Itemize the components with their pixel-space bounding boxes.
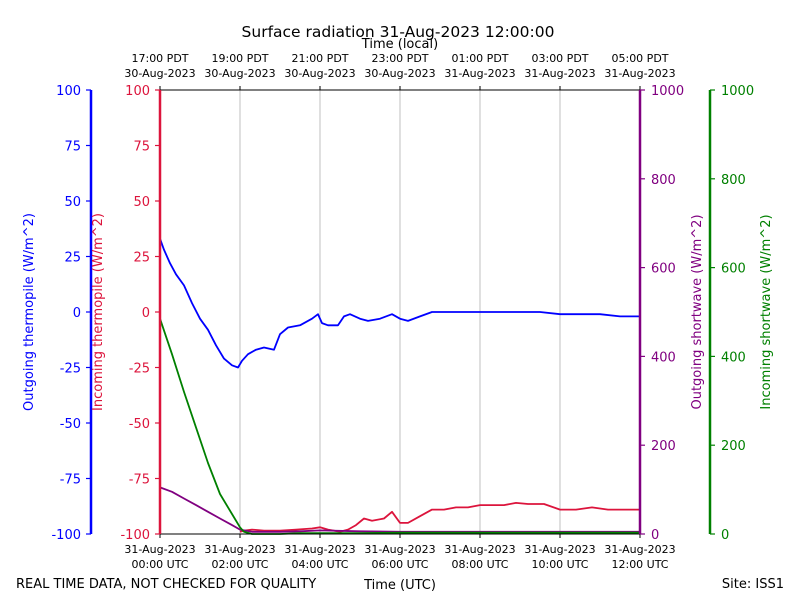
y-tick-label: 100 xyxy=(125,84,150,99)
site-label: Site: ISS1 xyxy=(722,577,784,592)
series-line-outgoing-thermopile xyxy=(159,238,640,369)
y-tick-label: 50 xyxy=(133,195,150,210)
y-tick-label: 75 xyxy=(133,140,150,155)
y-tick-label: 400 xyxy=(651,350,676,365)
y-tick-label: -50 xyxy=(60,417,81,432)
top-tick-date: 31-Aug-2023 xyxy=(524,67,595,80)
x-tick-date: 31-Aug-2023 xyxy=(524,543,595,556)
top-tick-time: 01:00 PDT xyxy=(451,52,508,65)
y-tick-label: 800 xyxy=(721,173,746,188)
y-tick-label: 0 xyxy=(651,528,659,543)
x-tick-date: 31-Aug-2023 xyxy=(604,543,675,556)
y-tick-label: 0 xyxy=(721,528,729,543)
x-tick-date: 31-Aug-2023 xyxy=(124,543,195,556)
top-tick-time: 21:00 PDT xyxy=(291,52,348,65)
top-tick-date: 30-Aug-2023 xyxy=(124,67,195,80)
x-tick-time: 00:00 UTC xyxy=(131,558,188,571)
x-tick-time: 04:00 UTC xyxy=(291,558,348,571)
time-ticks: 31-Aug-2023 00:00 UTC 31-Aug-2023 02:00 UTC… xyxy=(124,52,675,571)
top-tick-time: 03:00 PDT xyxy=(531,52,588,65)
x-tick-date: 31-Aug-2023 xyxy=(364,543,435,556)
y-tick-label: 800 xyxy=(651,173,676,188)
y-tick-label: 0 xyxy=(142,306,150,321)
quality-disclaimer: REAL TIME DATA, NOT CHECKED FOR QUALITY xyxy=(16,577,316,592)
top-tick-time: 23:00 PDT xyxy=(371,52,428,65)
y-tick-label: 25 xyxy=(64,251,81,266)
chart-title: Surface radiation 31-Aug-2023 12:00:00 xyxy=(242,23,555,41)
top-axis-label: Time (local) xyxy=(361,37,438,52)
x-tick-time: 06:00 UTC xyxy=(371,558,428,571)
y-tick-label: -50 xyxy=(129,417,150,432)
x-tick-date: 31-Aug-2023 xyxy=(284,543,355,556)
y-tick-label: 100 xyxy=(56,84,81,99)
y-tick-label: 25 xyxy=(133,251,150,266)
top-tick-date: 31-Aug-2023 xyxy=(444,67,515,80)
top-tick-time: 17:00 PDT xyxy=(131,52,188,65)
y-tick-label: -25 xyxy=(60,362,81,377)
y-tick-label: -75 xyxy=(129,473,150,488)
top-tick-date: 30-Aug-2023 xyxy=(364,67,435,80)
x-tick-date: 31-Aug-2023 xyxy=(444,543,515,556)
axis-title: Outgoing shortwave (W/m^2) xyxy=(690,214,705,409)
y-tick-label: 75 xyxy=(64,140,81,155)
axis-title: Incoming thermopile (W/m^2) xyxy=(91,213,106,411)
y-tick-label: -100 xyxy=(120,528,150,543)
y-tick-label: -100 xyxy=(51,528,81,543)
y-tick-label: 0 xyxy=(73,306,81,321)
y-tick-label: -75 xyxy=(60,473,81,488)
top-tick-time: 19:00 PDT xyxy=(211,52,268,65)
y-tick-label: 200 xyxy=(651,439,676,454)
y-tick-label: 1000 xyxy=(651,84,684,99)
x-tick-time: 10:00 UTC xyxy=(531,558,588,571)
y-tick-label: 1000 xyxy=(721,84,754,99)
y-tick-label: -25 xyxy=(129,362,150,377)
top-tick-date: 31-Aug-2023 xyxy=(604,67,675,80)
value-axes: -100 -75 -50 -25 0 25 50 75 100 Outgoing thermopi… xyxy=(22,84,774,543)
y-tick-label: 50 xyxy=(64,195,81,210)
x-tick-time: 12:00 UTC xyxy=(611,558,668,571)
y-tick-label: 600 xyxy=(721,262,746,277)
bottom-axis-label: Time (UTC) xyxy=(363,578,436,593)
x-tick-time: 02:00 UTC xyxy=(211,558,268,571)
x-tick-time: 08:00 UTC xyxy=(451,558,508,571)
top-tick-date: 30-Aug-2023 xyxy=(284,67,355,80)
y-tick-label: 400 xyxy=(721,350,746,365)
x-tick-date: 31-Aug-2023 xyxy=(204,543,275,556)
y-tick-label: 200 xyxy=(721,439,746,454)
series-line-incoming-thermopile xyxy=(239,501,640,533)
y-tick-label: 600 xyxy=(651,262,676,277)
axis-title: Incoming shortwave (W/m^2) xyxy=(759,214,774,409)
axis-title: Outgoing thermopile (W/m^2) xyxy=(22,213,37,411)
top-tick-date: 30-Aug-2023 xyxy=(204,67,275,80)
top-tick-time: 05:00 PDT xyxy=(611,52,668,65)
